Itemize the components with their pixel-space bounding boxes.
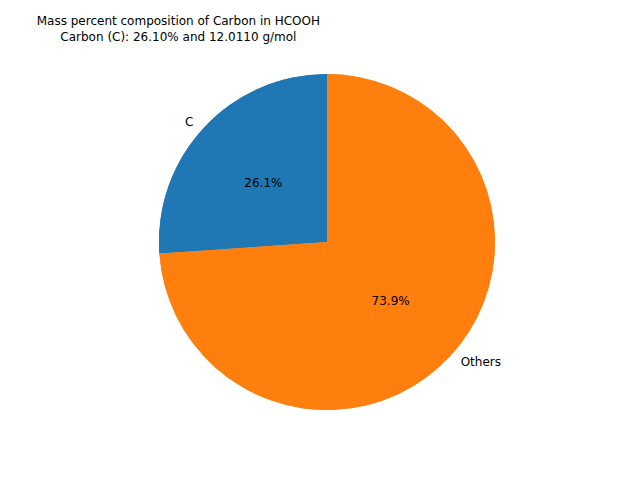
svg-text:26.1%: 26.1% [244, 176, 282, 190]
svg-text:Others: Others [461, 355, 501, 369]
svg-text:73.9%: 73.9% [372, 294, 410, 308]
svg-text:Carbon (C): 26.10% and 12.0110: Carbon (C): 26.10% and 12.0110 g/mol [60, 30, 296, 44]
svg-text:Mass percent composition of Ca: Mass percent composition of Carbon in HC… [37, 14, 320, 28]
svg-text:C: C [185, 115, 193, 129]
